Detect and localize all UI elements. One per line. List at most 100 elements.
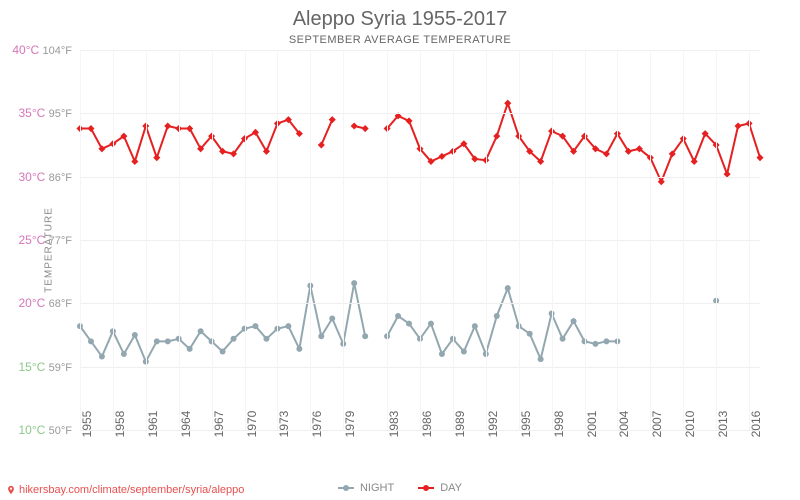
y-tick-label: 30°C 86°F — [12, 170, 72, 184]
y-tick-label: 35°C 95°F — [12, 106, 72, 120]
marker-night — [88, 338, 94, 344]
vgridline — [552, 50, 553, 430]
marker-night — [538, 356, 544, 362]
series-line-day — [321, 120, 332, 145]
y-tick-label: 10°C 50°F — [12, 423, 72, 437]
marker-night — [318, 333, 324, 339]
marker-night — [603, 338, 609, 344]
vgridline — [80, 50, 81, 430]
x-tick-label: 1976 — [310, 411, 324, 438]
marker-night — [329, 316, 335, 322]
x-tick-label: 2004 — [617, 411, 631, 438]
attribution-text: hikersbay.com/climate/september/syria/al… — [19, 484, 244, 496]
vgridline — [113, 50, 114, 430]
marker-night — [296, 346, 302, 352]
vgridline — [683, 50, 684, 430]
vgridline — [486, 50, 487, 430]
marker-day — [438, 153, 445, 160]
marker-night — [231, 336, 237, 342]
marker-night — [505, 285, 511, 291]
x-tick-label: 1998 — [552, 411, 566, 438]
y-axis-label: TEMPERATURE — [43, 207, 54, 293]
marker-night — [362, 333, 368, 339]
vgridline — [519, 50, 520, 430]
marker-night — [395, 313, 401, 319]
marker-night — [571, 318, 577, 324]
marker-day — [318, 141, 325, 148]
x-tick-label: 1995 — [519, 411, 533, 438]
marker-day — [329, 116, 336, 123]
marker-night — [198, 328, 204, 334]
marker-night — [99, 354, 105, 360]
marker-day — [756, 154, 763, 161]
vgridline — [343, 50, 344, 430]
marker-night — [154, 338, 160, 344]
x-tick-label: 1964 — [179, 411, 193, 438]
marker-night — [560, 336, 566, 342]
y-tick-label: 20°C 68°F — [12, 296, 72, 310]
x-tick-label: 1992 — [486, 411, 500, 438]
x-tick-label: 1967 — [212, 411, 226, 438]
marker-day — [691, 158, 698, 165]
marker-night — [285, 323, 291, 329]
legend-label-day: DAY — [440, 482, 462, 494]
marker-night — [439, 351, 445, 357]
marker-night — [187, 346, 193, 352]
vgridline — [212, 50, 213, 430]
marker-day — [735, 122, 742, 129]
x-tick-label: 2010 — [683, 411, 697, 438]
x-tick-label: 1989 — [453, 411, 467, 438]
vgridline — [277, 50, 278, 430]
y-tick-label: 15°C 59°F — [12, 360, 72, 374]
chart-title: Aleppo Syria 1955-2017 — [0, 8, 800, 31]
plot-area: 10°C 50°F15°C 59°F20°C 68°F25°C 77°F30°C… — [80, 50, 760, 430]
x-tick-label: 2007 — [650, 411, 664, 438]
vgridline — [245, 50, 246, 430]
legend-swatch-day: #sw-day::after{background:#e62020;transf… — [418, 487, 434, 489]
marker-night — [527, 331, 533, 337]
vgridline — [650, 50, 651, 430]
x-tick-label: 1970 — [245, 411, 259, 438]
marker-night — [494, 313, 500, 319]
vgridline — [749, 50, 750, 430]
x-tick-label: 2013 — [716, 411, 730, 438]
marker-night — [252, 323, 258, 329]
x-tick-label: 2001 — [585, 411, 599, 438]
marker-night — [132, 332, 138, 338]
vgridline — [453, 50, 454, 430]
x-tick-label: 1961 — [146, 411, 160, 438]
x-tick-label: 1986 — [420, 411, 434, 438]
legend-item-day: #sw-day::after{background:#e62020;transf… — [418, 482, 462, 494]
x-tick-label: 1955 — [80, 411, 94, 438]
x-tick-label: 1979 — [343, 411, 357, 438]
vgridline — [146, 50, 147, 430]
chart-subtitle: SEPTEMBER AVERAGE TEMPERATURE — [0, 34, 800, 46]
legend-label-night: NIGHT — [360, 482, 394, 494]
marker-day — [351, 122, 358, 129]
pin-icon — [6, 485, 16, 495]
vgridline — [310, 50, 311, 430]
x-tick-label: 1973 — [277, 411, 291, 438]
marker-day — [131, 158, 138, 165]
marker-night — [428, 321, 434, 327]
marker-night — [263, 336, 269, 342]
marker-day — [405, 117, 412, 124]
y-tick-label: 25°C 77°F — [12, 233, 72, 247]
attribution: hikersbay.com/climate/september/syria/al… — [6, 484, 244, 496]
series-line-day — [387, 103, 760, 182]
legend-item-night: #sw-night::after{background:#93a7b0;} NI… — [338, 482, 394, 494]
vgridline — [617, 50, 618, 430]
marker-day — [362, 125, 369, 132]
chart-container: Aleppo Syria 1955-2017 SEPTEMBER AVERAGE… — [0, 0, 800, 500]
x-tick-label: 2016 — [749, 411, 763, 438]
marker-night — [220, 348, 226, 354]
x-tick-label: 1958 — [113, 411, 127, 438]
marker-night — [406, 321, 412, 327]
marker-night — [472, 323, 478, 329]
legend-swatch-night: #sw-night::after{background:#93a7b0;} — [338, 487, 354, 489]
marker-night — [165, 338, 171, 344]
vgridline — [585, 50, 586, 430]
series-line-night — [387, 288, 617, 359]
marker-night — [351, 280, 357, 286]
vgridline — [179, 50, 180, 430]
